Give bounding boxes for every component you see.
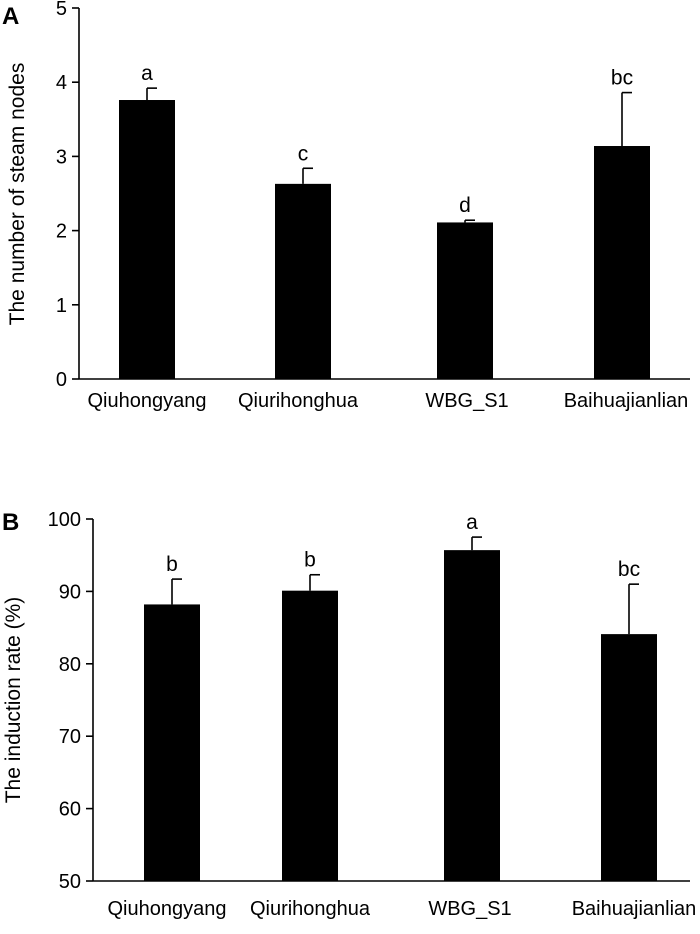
panel-a-significance-label: bc	[611, 67, 633, 90]
panel-a-y-tick-label: 2	[56, 221, 67, 243]
panel-a-category-label: Qiuhongyang	[88, 390, 207, 412]
panel-a-category-label: Qiurihonghua	[238, 390, 359, 412]
panel-a-chart: A The number of steam nodes 0 1 2 3 4 5 a Qiuho…	[2, 0, 690, 412]
panel-b-bar	[601, 634, 657, 881]
panel-a-significance-label: c	[298, 142, 309, 165]
panel-a-bar	[594, 146, 650, 379]
panel-a-y-tick-label: 4	[56, 72, 67, 94]
panel-a-y-tick-label: 0	[56, 369, 67, 391]
panel-b-y-tick-label: 100	[48, 509, 81, 531]
panel-b-y-tick-label: 90	[59, 581, 81, 603]
panel-b-category-label: Qiuhongyang	[108, 898, 227, 920]
panel-a-y-tick-label: 3	[56, 146, 67, 168]
panel-b-category-label: Baihuajianlian	[572, 898, 697, 920]
panel-b-significance-label: b	[304, 549, 316, 572]
panel-a-label: A	[2, 3, 19, 30]
panel-b-chart: B The induction rate (%) 50 60 70 80 90 100 b Q…	[2, 509, 696, 920]
panel-b-bar	[144, 604, 200, 881]
panel-b-category-label: Qiurihonghua	[250, 898, 371, 920]
panel-a-significance-label: a	[141, 62, 153, 85]
panel-a-bar	[275, 183, 331, 379]
panel-a-y-tick-label: 1	[56, 295, 67, 317]
panel-a-significance-label: d	[459, 194, 471, 217]
panel-b-y-tick-label: 50	[59, 871, 81, 893]
panel-b-category-label: WBG_S1	[428, 898, 511, 920]
panel-b-significance-label: bc	[618, 558, 640, 581]
panel-b-y-tick-label: 70	[59, 726, 81, 748]
panel-b-bar	[444, 550, 500, 881]
panel-a-bar	[119, 100, 175, 380]
panel-b-y-tick-label: 80	[59, 654, 81, 676]
panel-b-label: B	[2, 509, 19, 536]
panel-a-y-tick-label: 5	[56, 0, 67, 20]
panel-b-significance-label: b	[166, 553, 178, 576]
panel-a-category-label: WBG_S1	[425, 390, 508, 412]
panel-b-significance-label: a	[466, 511, 478, 534]
panel-b-y-axis-label: The induction rate (%)	[2, 597, 25, 804]
panel-b-y-tick-label: 60	[59, 799, 81, 821]
panel-a-y-axis-label: The number of steam nodes	[6, 63, 29, 326]
panel-a-category-label: Baihuajianlian	[564, 390, 689, 412]
panel-a-bar	[437, 222, 493, 379]
panel-b-bar	[282, 590, 338, 881]
